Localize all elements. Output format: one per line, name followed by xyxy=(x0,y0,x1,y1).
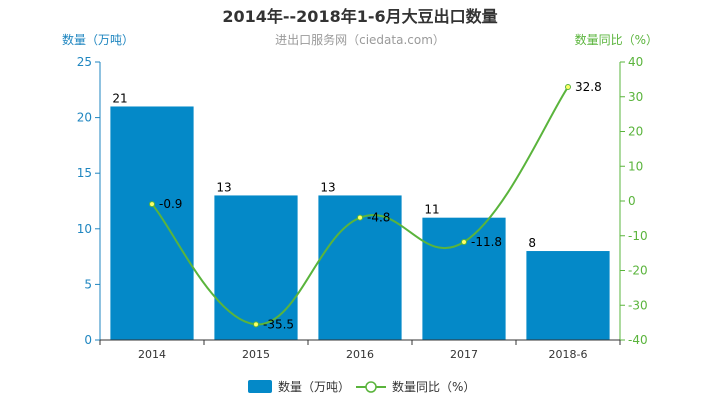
legend-line-label: 数量同比（%） xyxy=(392,379,475,394)
bar-value-label-2016: 13 xyxy=(320,180,335,194)
line-point-2018-6 xyxy=(565,84,571,91)
line-value-label-2017: -11.8 xyxy=(471,235,502,249)
y-right-tick-label: 30 xyxy=(628,90,643,104)
y-axis-left-title: 数量（万吨） xyxy=(62,32,134,47)
chart-title: 2014年--2018年1-6月大豆出口数量 xyxy=(222,7,497,26)
y-right-tick-label: -20 xyxy=(628,264,648,278)
bar-value-label-2017: 11 xyxy=(424,203,439,217)
bar-2014 xyxy=(110,106,194,340)
line-point-2014 xyxy=(149,201,155,208)
bar-value-label-2014: 21 xyxy=(112,91,127,105)
y-right-tick-label: -40 xyxy=(628,333,648,347)
line-series xyxy=(149,84,571,328)
x-tick-label-2015: 2015 xyxy=(242,348,270,361)
legend: 数量（万吨） 数量同比（%） xyxy=(248,379,475,394)
y-left-tick-label: 5 xyxy=(84,277,92,291)
y-left-tick-label: 20 xyxy=(77,111,92,125)
bar-series xyxy=(110,106,610,340)
line-value-label-2015: -35.5 xyxy=(263,317,294,331)
y-left-tick-label: 0 xyxy=(84,333,92,347)
y-right-tick-label: 40 xyxy=(628,55,643,69)
line-point-2016 xyxy=(357,214,363,221)
bar-2017 xyxy=(422,217,506,340)
legend-bar-label: 数量（万吨） xyxy=(278,379,350,394)
axes: 0 5 10 15 20 25 -40 -30 -20 -10 0 10 20 30 40 2014 2015 2… xyxy=(77,55,648,361)
bar-value-label-2018-6: 8 xyxy=(528,236,536,250)
bar-2018-6 xyxy=(526,251,610,340)
line-value-label-2014: -0.9 xyxy=(159,197,182,211)
line-point-2017 xyxy=(461,239,467,246)
x-tick-label-2018-6: 2018-6 xyxy=(549,348,588,361)
y-left-tick-label: 15 xyxy=(77,166,92,180)
y-left-tick-label: 25 xyxy=(77,55,92,69)
x-tick-label-2017: 2017 xyxy=(450,348,478,361)
bar-2015 xyxy=(214,195,298,340)
y-right-tick-label: -30 xyxy=(628,298,648,312)
line-value-label-2016: -4.8 xyxy=(367,211,390,225)
y-right-tick-label: 0 xyxy=(628,194,636,208)
y-right-tick-label: 10 xyxy=(628,159,643,173)
y-right-tick-label: 20 xyxy=(628,125,643,139)
y-left-tick-label: 10 xyxy=(77,222,92,236)
x-tick-label-2014: 2014 xyxy=(138,348,166,361)
legend-bar-swatch xyxy=(248,380,272,393)
line-value-label-2018-6: 32.8 xyxy=(575,80,602,94)
y-axis-right-title: 数量同比（%） xyxy=(575,32,658,47)
chart-subtitle: 进出口服务网（ciedata.com） xyxy=(275,32,445,47)
x-tick-label-2016: 2016 xyxy=(346,348,374,361)
line-point-2015 xyxy=(253,321,259,328)
bar-value-label-2015: 13 xyxy=(216,180,231,194)
data-labels: 21 13 13 11 8 -0.9 -35.5 -4.8 -11.8 32.8 xyxy=(112,80,601,331)
y-right-tick-label: -10 xyxy=(628,229,648,243)
legend-line-marker xyxy=(365,381,377,393)
